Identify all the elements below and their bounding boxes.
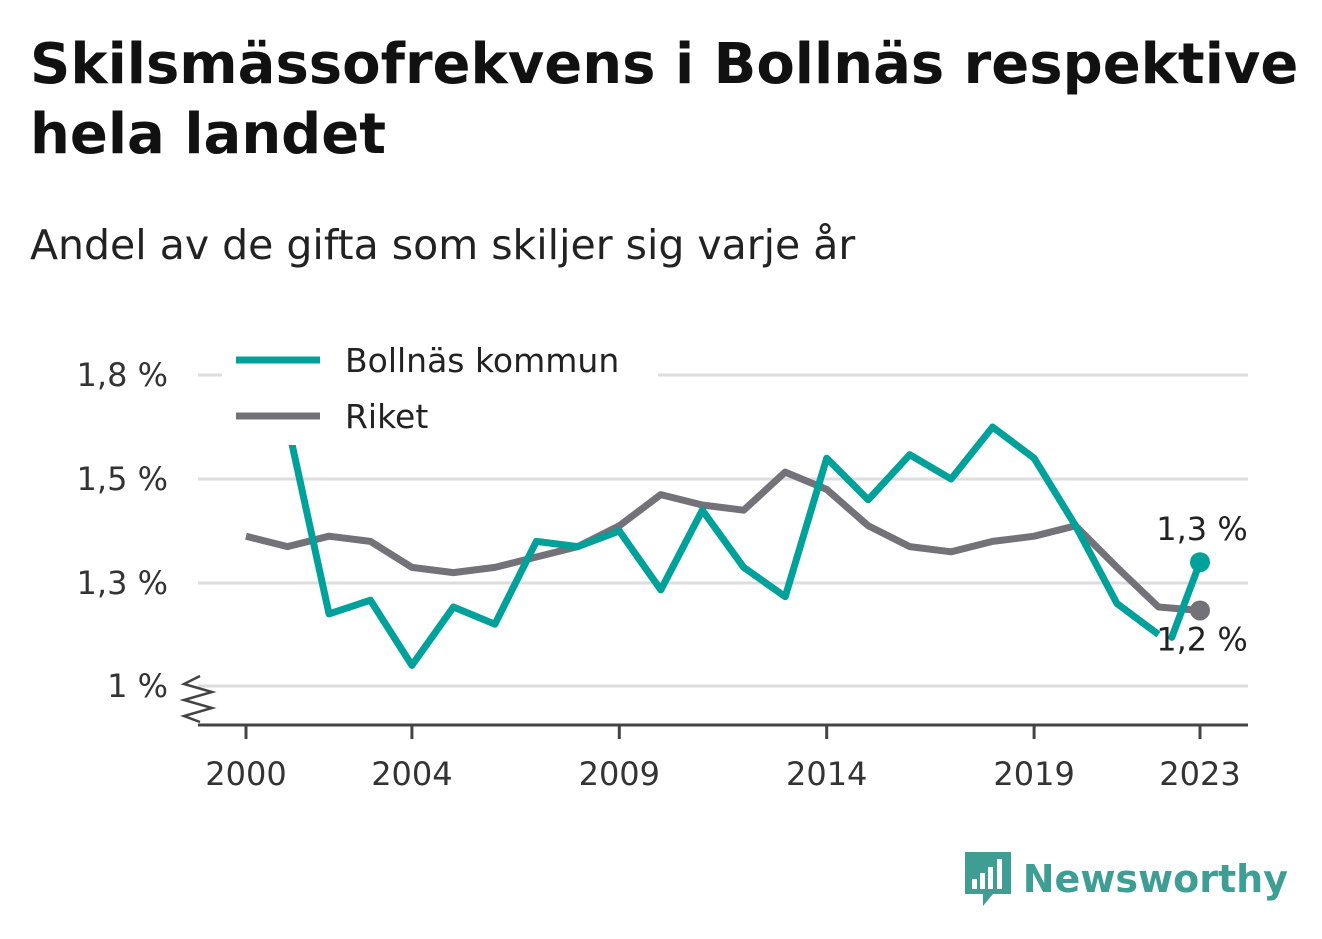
axes: 1 % 1,3 % 1,5 % 1,8 % 2000 2004 2009 2014 2019 20… — [77, 356, 1248, 793]
chart-subtitle: Andel av de gifta som skiljer sig varje … — [30, 221, 856, 269]
x-tick-label: 2009 — [579, 755, 660, 793]
x-tick-label: 2000 — [205, 755, 286, 793]
series-line — [1168, 558, 1204, 641]
x-tick-label: 2014 — [786, 755, 867, 793]
brand-logo: Newsworthy — [963, 849, 1288, 909]
riket-end-label: 1,2 % — [1156, 620, 1247, 658]
end-point-marker — [1190, 552, 1210, 573]
bollnas-end-label: 1,3 % — [1156, 510, 1247, 548]
y-tick-label: 1,5 % — [77, 460, 168, 498]
brand-name: Newsworthy — [1022, 857, 1288, 901]
y-tick-label: 1 % — [107, 667, 168, 705]
axis-break-icon — [179, 674, 217, 724]
y-tick-label: 1,8 % — [77, 356, 168, 394]
legend-label: Bollnäs kommun — [345, 341, 619, 380]
legend-label: Riket — [345, 397, 428, 436]
series-line — [245, 468, 1201, 614]
end-point-marker — [1190, 600, 1210, 621]
data-labels: 1,3 % 1,2 % — [1156, 510, 1247, 658]
x-tick-label: 2023 — [1159, 755, 1240, 793]
x-tick-label: 2004 — [371, 755, 452, 793]
bar-chart-speech-bubble-icon — [964, 852, 1011, 906]
y-tick-label: 1,3 % — [77, 564, 168, 602]
x-tick-label: 2019 — [993, 755, 1074, 793]
legend: Bollnäs kommun Riket — [222, 333, 658, 445]
legend-background — [222, 333, 658, 445]
series-riket — [245, 468, 1210, 621]
chart-title: Skilsmässofrekvens i Bollnäs respektive … — [30, 32, 1299, 167]
series-line — [284, 422, 1161, 669]
